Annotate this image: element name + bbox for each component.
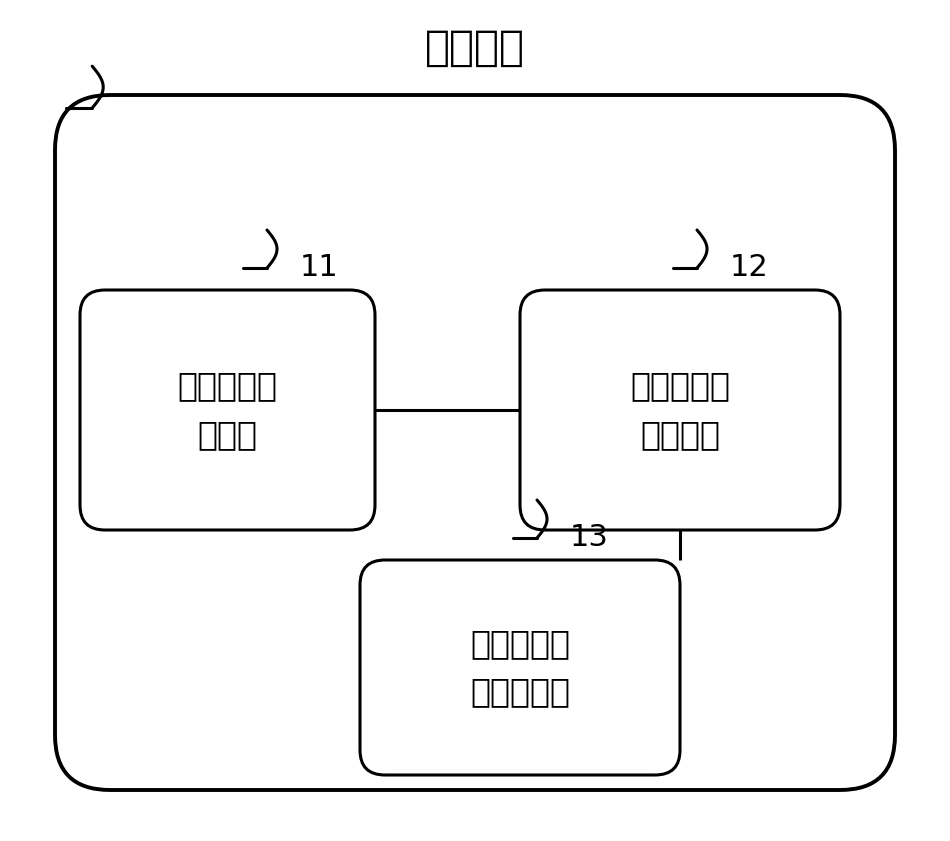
FancyBboxPatch shape xyxy=(80,290,375,530)
FancyBboxPatch shape xyxy=(520,290,840,530)
Text: 无线信号收
发模块: 无线信号收 发模块 xyxy=(178,369,277,451)
FancyBboxPatch shape xyxy=(55,95,895,790)
Text: 13: 13 xyxy=(570,523,609,553)
Text: 核心处理和
控制模块: 核心处理和 控制模块 xyxy=(630,369,730,451)
Text: 11: 11 xyxy=(300,253,339,283)
Text: 12: 12 xyxy=(730,253,769,283)
Text: 多媒体和人
机界面模块: 多媒体和人 机界面模块 xyxy=(470,627,570,708)
FancyBboxPatch shape xyxy=(360,560,680,775)
Text: 车载终端: 车载终端 xyxy=(425,27,525,69)
